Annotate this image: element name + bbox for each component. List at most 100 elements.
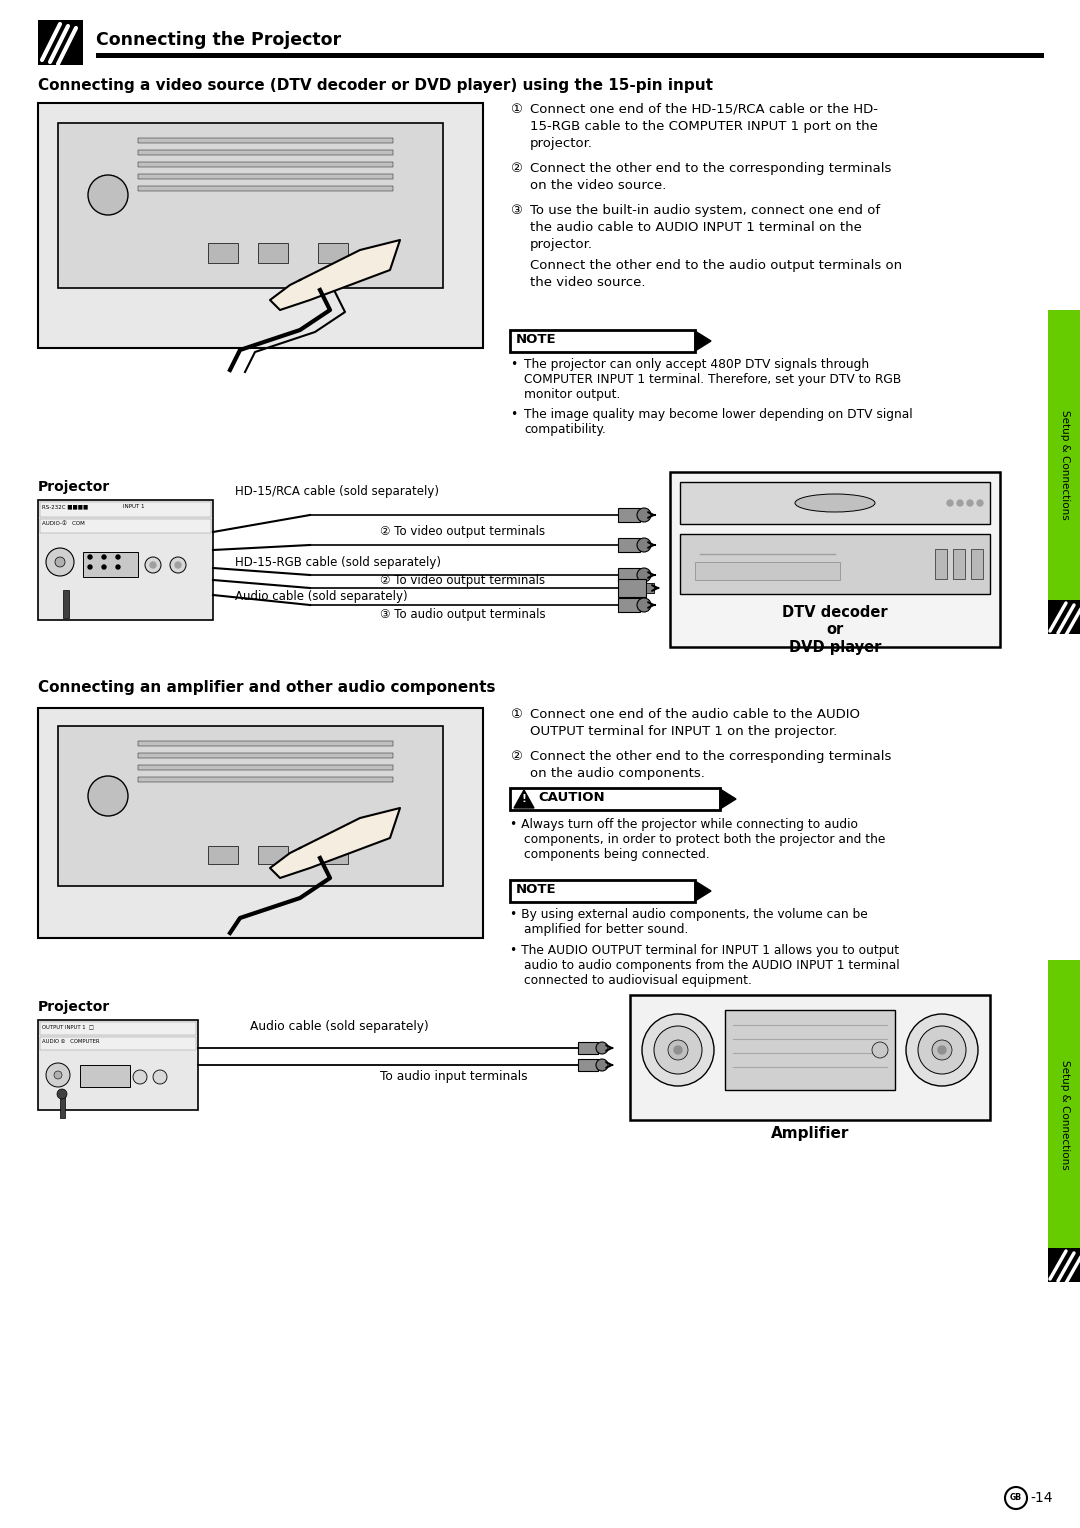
Text: 15-RGB cable to the COMPUTER INPUT 1 port on the: 15-RGB cable to the COMPUTER INPUT 1 por…	[530, 121, 878, 133]
Text: -14: -14	[1030, 1491, 1053, 1505]
Bar	[630, 995, 990, 1120]
Text: • By using external audio components, the volume can be: • By using external audio components, th…	[510, 908, 867, 921]
Circle shape	[674, 1047, 681, 1054]
Circle shape	[87, 555, 92, 559]
Text: monitor output.: monitor output.	[524, 388, 620, 400]
Bar	[38, 102, 483, 348]
Text: ③: ③	[510, 205, 522, 217]
Circle shape	[977, 500, 983, 506]
Bar	[618, 507, 640, 523]
Text: Connect one end of the HD-15/RCA cable or the HD-: Connect one end of the HD-15/RCA cable o…	[530, 102, 878, 116]
Bar	[58, 122, 443, 287]
Text: DTV decoder
or
DVD player: DTV decoder or DVD player	[782, 605, 888, 656]
Bar	[1048, 960, 1080, 1270]
Text: on the video source.: on the video source.	[530, 179, 666, 193]
Text: !: !	[522, 795, 526, 804]
Bar	[258, 847, 288, 863]
Bar	[670, 472, 1000, 646]
Bar	[510, 880, 696, 902]
Text: NOTE: NOTE	[516, 883, 556, 895]
Polygon shape	[696, 882, 711, 902]
Text: ①: ①	[510, 102, 522, 116]
Bar	[1048, 310, 1080, 620]
Circle shape	[150, 562, 156, 568]
Polygon shape	[514, 790, 534, 808]
Bar	[138, 150, 393, 154]
Bar	[138, 162, 393, 167]
Text: ①: ①	[510, 707, 522, 721]
Polygon shape	[270, 808, 400, 879]
Circle shape	[1005, 1487, 1027, 1510]
Text: NOTE: NOTE	[516, 333, 556, 345]
Text: To use the built-in audio system, connect one end of: To use the built-in audio system, connec…	[530, 205, 880, 217]
Text: amplified for better sound.: amplified for better sound.	[524, 923, 688, 937]
Text: OUTPUT INPUT 1  □: OUTPUT INPUT 1 □	[42, 1024, 94, 1028]
Bar	[83, 552, 138, 578]
Bar	[138, 186, 393, 191]
Circle shape	[145, 558, 161, 573]
Bar	[578, 1059, 598, 1071]
Text: audio to audio components from the AUDIO INPUT 1 terminal: audio to audio components from the AUDIO…	[524, 960, 900, 972]
Bar	[578, 1042, 598, 1054]
Bar	[1048, 601, 1080, 634]
Bar	[510, 330, 696, 351]
Bar	[40, 503, 211, 516]
Polygon shape	[270, 240, 400, 310]
Circle shape	[939, 1047, 946, 1054]
Bar	[258, 243, 288, 263]
Circle shape	[55, 558, 65, 567]
Circle shape	[669, 1041, 688, 1060]
Circle shape	[637, 597, 651, 613]
Circle shape	[102, 555, 106, 559]
Text: HD-15/RCA cable (sold separately): HD-15/RCA cable (sold separately)	[235, 484, 438, 498]
Text: RS-232C ■■■■: RS-232C ■■■■	[42, 504, 89, 509]
Text: Connect the other end to the audio output terminals on: Connect the other end to the audio outpu…	[530, 260, 902, 272]
Bar	[138, 138, 393, 144]
Text: Connect one end of the audio cable to the AUDIO: Connect one end of the audio cable to th…	[530, 707, 860, 721]
Bar	[510, 788, 720, 810]
Bar	[696, 562, 840, 581]
Text: components, in order to protect both the projector and the: components, in order to protect both the…	[524, 833, 886, 847]
Bar	[40, 520, 211, 533]
Text: INPUT 1: INPUT 1	[123, 504, 145, 509]
Text: Connect the other end to the corresponding terminals: Connect the other end to the correspondi…	[530, 162, 891, 176]
Bar	[646, 584, 654, 593]
Bar	[208, 847, 238, 863]
Text: CAUTION: CAUTION	[538, 792, 605, 804]
Text: Setup & Connections: Setup & Connections	[1059, 410, 1070, 520]
Circle shape	[642, 1015, 714, 1086]
Circle shape	[906, 1015, 978, 1086]
Bar	[38, 500, 213, 620]
Text: AUDIO ①   COMPUTER: AUDIO ① COMPUTER	[42, 1039, 99, 1044]
Text: components being connected.: components being connected.	[524, 848, 710, 860]
Text: Connecting an amplifier and other audio components: Connecting an amplifier and other audio …	[38, 680, 496, 695]
Bar	[208, 243, 238, 263]
Bar	[58, 726, 443, 886]
Text: Connecting a video source (DTV decoder or DVD player) using the 15-pin input: Connecting a video source (DTV decoder o…	[38, 78, 713, 93]
Text: •: •	[510, 358, 517, 371]
Text: the video source.: the video source.	[530, 277, 646, 289]
Text: connected to audiovisual equipment.: connected to audiovisual equipment.	[524, 973, 752, 987]
Circle shape	[637, 507, 651, 523]
Text: Setup & Connections: Setup & Connections	[1059, 1060, 1070, 1170]
Circle shape	[87, 565, 92, 568]
Bar	[63, 590, 69, 617]
Bar	[138, 741, 393, 746]
Text: Connect the other end to the corresponding terminals: Connect the other end to the correspondi…	[530, 750, 891, 762]
Circle shape	[637, 568, 651, 582]
Text: •: •	[510, 408, 517, 422]
Bar	[680, 481, 990, 524]
Text: • The AUDIO OUTPUT terminal for INPUT 1 allows you to output: • The AUDIO OUTPUT terminal for INPUT 1 …	[510, 944, 900, 957]
Bar	[618, 579, 646, 597]
Text: ②: ②	[510, 750, 522, 762]
Circle shape	[654, 1025, 702, 1074]
Bar	[318, 847, 348, 863]
Text: the audio cable to AUDIO INPUT 1 terminal on the: the audio cable to AUDIO INPUT 1 termina…	[530, 222, 862, 234]
Circle shape	[116, 555, 120, 559]
Bar	[40, 1022, 195, 1034]
Circle shape	[102, 565, 106, 568]
Bar	[38, 20, 83, 66]
Bar	[138, 766, 393, 770]
Text: HD-15-RGB cable (sold separately): HD-15-RGB cable (sold separately)	[235, 556, 441, 568]
Circle shape	[170, 558, 186, 573]
